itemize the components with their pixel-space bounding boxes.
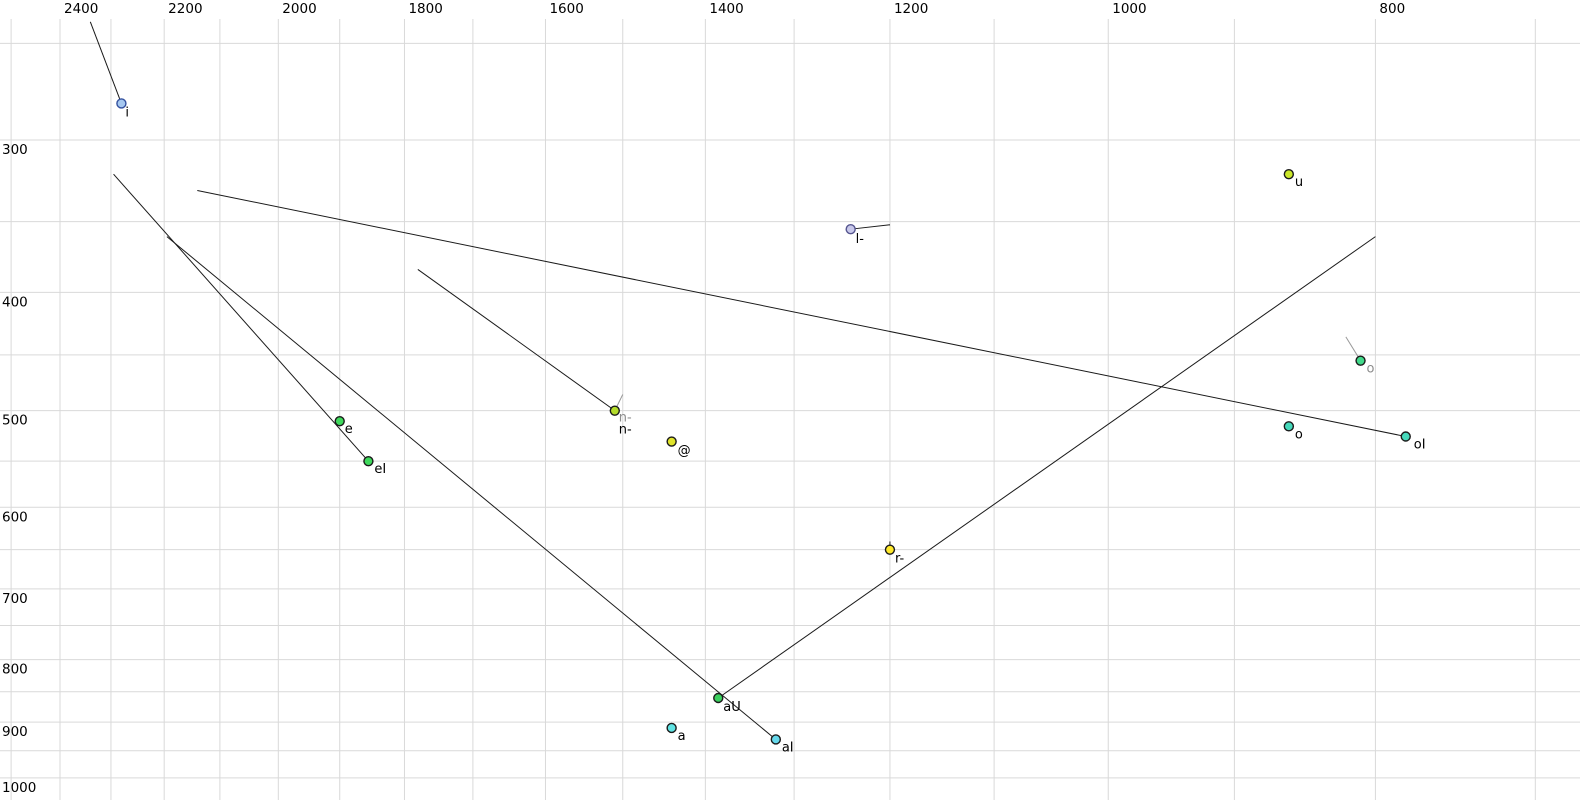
y-tick-label: 900 xyxy=(2,724,28,740)
data-point-n-[interactable] xyxy=(609,405,621,416)
trajectory-line-l- xyxy=(850,224,890,230)
trajectory-line-eI xyxy=(113,173,369,462)
point-label-oI: oI xyxy=(1414,438,1426,453)
data-point-a[interactable] xyxy=(666,722,677,734)
trajectory-line-aI xyxy=(166,236,777,740)
point-label-u: u xyxy=(1295,175,1303,190)
y-tick-label: 700 xyxy=(2,591,28,607)
data-point-aI[interactable] xyxy=(770,734,782,745)
data-point-r-[interactable] xyxy=(884,544,896,555)
x-tick-label: 2400 xyxy=(64,1,98,17)
point-label-o: o xyxy=(1295,427,1303,442)
x-tick-label: 1000 xyxy=(1112,1,1146,17)
data-point-l-[interactable] xyxy=(845,223,856,235)
y-tick-label: 400 xyxy=(2,294,28,310)
data-point-o-gray[interactable] xyxy=(1355,355,1366,366)
point-label-n-: n- xyxy=(619,411,632,426)
point-label-n-: n- xyxy=(619,423,632,438)
trajectory-line-i xyxy=(89,21,122,104)
point-label-r-: r- xyxy=(895,552,905,567)
trajectory-line-oI xyxy=(197,190,1406,437)
trajectory-line-n- xyxy=(417,269,616,412)
data-point-@[interactable] xyxy=(666,436,677,447)
y-tick-label: 500 xyxy=(2,413,28,429)
y-tick-label: 1000 xyxy=(2,780,36,796)
y-tick-label: 800 xyxy=(2,662,28,678)
point-label-aI: aI xyxy=(782,740,794,755)
y-tick-label: 300 xyxy=(2,142,28,158)
data-point-eI[interactable] xyxy=(363,455,374,467)
x-tick-label: 1400 xyxy=(709,1,743,17)
data-point-aU[interactable] xyxy=(713,692,724,704)
x-tick-label: 1200 xyxy=(894,1,928,17)
point-label-o-gray: o xyxy=(1367,362,1375,377)
data-point-e[interactable] xyxy=(334,415,345,427)
x-tick-label: 1600 xyxy=(549,1,583,17)
point-label-e: e xyxy=(345,422,353,437)
point-label-i: i xyxy=(125,105,129,120)
data-point-oI[interactable] xyxy=(1400,431,1411,442)
x-tick-label: 1800 xyxy=(408,1,442,17)
x-tick-label: 2000 xyxy=(282,1,316,17)
x-tick-label: 2200 xyxy=(168,1,202,17)
point-label-@: @ xyxy=(678,444,691,459)
y-tick-label: 600 xyxy=(2,509,28,525)
data-point-o[interactable] xyxy=(1283,421,1295,432)
data-point-i[interactable] xyxy=(116,98,127,109)
trajectory-line-aU xyxy=(717,236,1376,699)
point-label-aU: aU xyxy=(723,700,740,715)
x-tick-label: 800 xyxy=(1379,1,1405,17)
point-label-eI: eI xyxy=(374,462,386,477)
point-label-a: a xyxy=(678,729,686,744)
point-label-l-: l- xyxy=(856,232,865,247)
data-point-u[interactable] xyxy=(1283,168,1295,180)
